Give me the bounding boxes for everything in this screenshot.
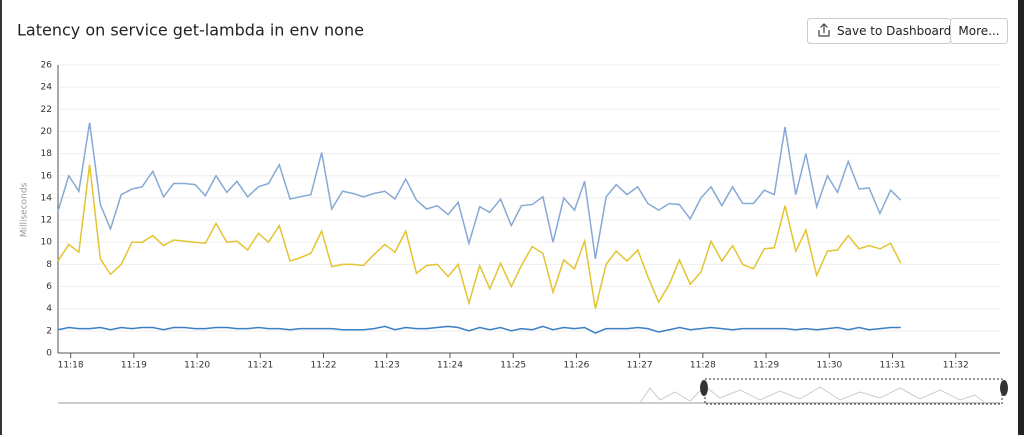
x-tick-label: 11:22 [311,361,337,371]
series-line [57,164,902,309]
y-tick-label: 2 [46,326,52,336]
y-tick-label: 24 [41,83,53,93]
y-tick-label: 14 [41,193,53,203]
x-tick-label: 11:21 [247,361,273,371]
x-tick-label: 11:27 [627,361,653,371]
y-tick-label: 22 [41,105,52,115]
button-label[interactable]: More... [958,24,999,38]
more-button[interactable]: More... [950,18,1008,44]
y-tick-label: 12 [41,216,52,226]
y-tick-label: 26 [41,61,53,71]
x-tick-label: 11:32 [943,361,969,371]
y-tick-label: 6 [46,282,52,292]
x-tick-label: 11:24 [437,361,463,371]
x-tick-label: 11:26 [563,361,589,371]
y-tick-label: 8 [46,260,52,270]
y-tick-label: 16 [41,171,53,181]
y-tick-label: 20 [41,127,53,137]
x-tick-label: 11:28 [690,361,716,371]
save-button[interactable]: Save to Dashboard [807,18,952,44]
y-tick-label: 10 [41,238,53,248]
y-tick-label: 18 [41,149,53,159]
left-edge [0,0,2,435]
scrollbar [1018,0,1024,435]
minimap [58,378,1008,405]
series-line [57,122,902,259]
y-tick-label: 0 [46,349,52,359]
x-tick-label: 11:23 [374,361,400,371]
y-axis-label: Milliseconds [20,182,30,237]
y-tick-label: 4 [46,304,52,314]
x-tick-label: 11:30 [816,361,842,371]
x-tick-label: 11:18 [58,361,84,371]
x-tick-label: 11:29 [753,361,779,371]
x-tick-label: 11:19 [121,361,147,371]
x-tick-label: 11:31 [880,361,906,371]
panel-title: Latency on service get-lambda in env non… [17,21,364,40]
x-tick-label: 11:20 [184,361,210,371]
series-line [57,325,901,334]
x-tick-label: 11:25 [500,361,526,371]
button-label[interactable]: Save to Dashboard [837,24,951,38]
